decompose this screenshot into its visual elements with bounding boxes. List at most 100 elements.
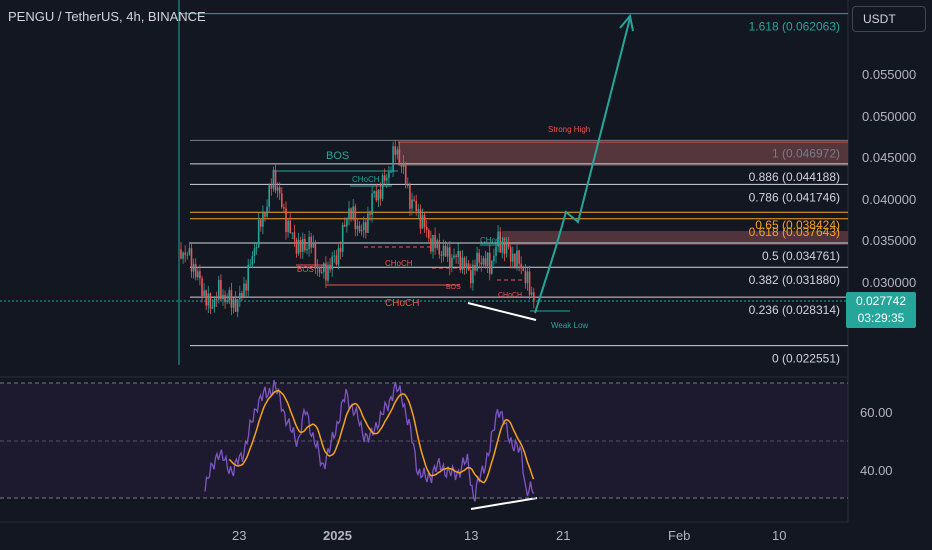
candle-body: [310, 236, 312, 248]
candle-body: [201, 278, 203, 297]
candle-body: [390, 171, 392, 173]
candle-body: [257, 219, 260, 248]
candle-body: [495, 246, 497, 256]
candle-body: [205, 290, 207, 306]
candle-body: [438, 240, 441, 255]
candle-body: [373, 191, 375, 194]
candle-body: [194, 264, 197, 278]
candle-body: [270, 185, 273, 189]
candle-body: [247, 264, 249, 291]
rsi-divergence-line[interactable]: [470, 497, 538, 510]
candle-body: [331, 256, 333, 270]
candle-body: [337, 248, 340, 265]
price-axis-label: 0.030000: [862, 275, 916, 290]
choch-label-4: CHoCH: [480, 236, 508, 245]
candle-body: [371, 193, 373, 215]
candle-body: [383, 175, 386, 181]
candle-body: [482, 258, 485, 265]
choch-label-2: CHoCH: [385, 259, 413, 268]
candle-body: [197, 271, 199, 278]
fib-level-label: 0.886 (0.044188): [749, 170, 840, 184]
current-price-tag: 0.027742 03:29:35: [846, 292, 916, 328]
candle-body: [304, 238, 306, 251]
candle-body: [449, 247, 451, 268]
chart-title[interactable]: PENGU / TetherUS, 4h, BINANCE: [8, 9, 206, 24]
candle-body: [283, 207, 285, 209]
candle-body: [218, 279, 220, 300]
candle-body: [352, 206, 354, 219]
candle-body: [421, 214, 424, 229]
candle-body: [484, 258, 487, 266]
time-axis-label: 13: [464, 528, 478, 543]
candle-body: [461, 257, 464, 271]
candlestick-series[interactable]: [180, 139, 535, 318]
candle-body: [293, 232, 296, 240]
fib-level-label: 0 (0.022551): [772, 352, 840, 366]
candle-body: [346, 217, 348, 227]
candle-body: [392, 146, 394, 172]
fib-level-label: 1.618 (0.062063): [749, 20, 840, 34]
candle-body: [295, 239, 298, 254]
candle-body: [423, 214, 426, 228]
candle-body: [344, 224, 346, 227]
candle-body: [501, 242, 504, 253]
candle-body: [388, 171, 390, 178]
candle-body: [188, 248, 191, 255]
candle-body: [180, 249, 182, 259]
candle-body: [289, 220, 291, 234]
weak-low-label: Weak Low: [551, 321, 588, 330]
choch-label-5: CHoCH: [498, 292, 522, 299]
fib-level-label: 0.65 (0.038424): [755, 218, 840, 232]
candle-body: [507, 243, 510, 248]
price-axis-label: 0.035000: [862, 233, 916, 248]
current-price-value: 0.027742: [855, 294, 907, 308]
candle-body: [396, 149, 399, 155]
candle-body: [182, 252, 184, 259]
candle-body: [350, 208, 352, 219]
candle-body: [480, 262, 483, 265]
candle-body: [415, 200, 417, 212]
candle-body: [407, 184, 409, 186]
supply-zone-lower[interactable]: [502, 231, 848, 245]
candle-body: [226, 300, 228, 302]
candle-body: [232, 298, 235, 308]
candle-body: [436, 240, 438, 248]
rsi-axis-label: 40.00: [860, 463, 893, 478]
time-axis-label: 23: [232, 528, 246, 543]
candle-body: [255, 247, 258, 249]
candle-body: [341, 224, 344, 252]
candle-body: [386, 177, 388, 181]
candle-body: [455, 255, 457, 258]
candle-body: [400, 164, 403, 167]
candle-body: [268, 185, 270, 207]
candle-body: [394, 146, 396, 155]
candle-body: [251, 256, 254, 265]
strong-high-zone[interactable]: [398, 142, 848, 166]
projection-path[interactable]: [534, 17, 631, 314]
rsi-ma-line[interactable]: [228, 389, 535, 484]
candle-body: [234, 298, 237, 312]
candle-body: [184, 252, 186, 255]
candle-body: [512, 253, 514, 262]
currency-selector[interactable]: USDT: [852, 6, 926, 32]
time-axis-label: 10: [772, 528, 786, 543]
candle-body: [524, 270, 527, 284]
candle-body: [505, 243, 508, 254]
candle-body: [291, 232, 294, 234]
candle-body: [440, 254, 443, 256]
price-pane: [0, 0, 848, 372]
candle-body: [516, 250, 518, 267]
candle-body: [236, 299, 239, 312]
candle-body: [509, 247, 512, 262]
candle-body: [199, 271, 201, 279]
candle-body: [213, 298, 216, 307]
price-divergence-line[interactable]: [467, 302, 537, 321]
candle-body: [476, 252, 478, 271]
candle-body: [457, 250, 459, 258]
candle-body: [192, 264, 195, 272]
candle-body: [472, 264, 474, 284]
candle-body: [306, 249, 308, 251]
candle-body: [190, 248, 193, 272]
projection-arrowhead[interactable]: [619, 13, 634, 32]
